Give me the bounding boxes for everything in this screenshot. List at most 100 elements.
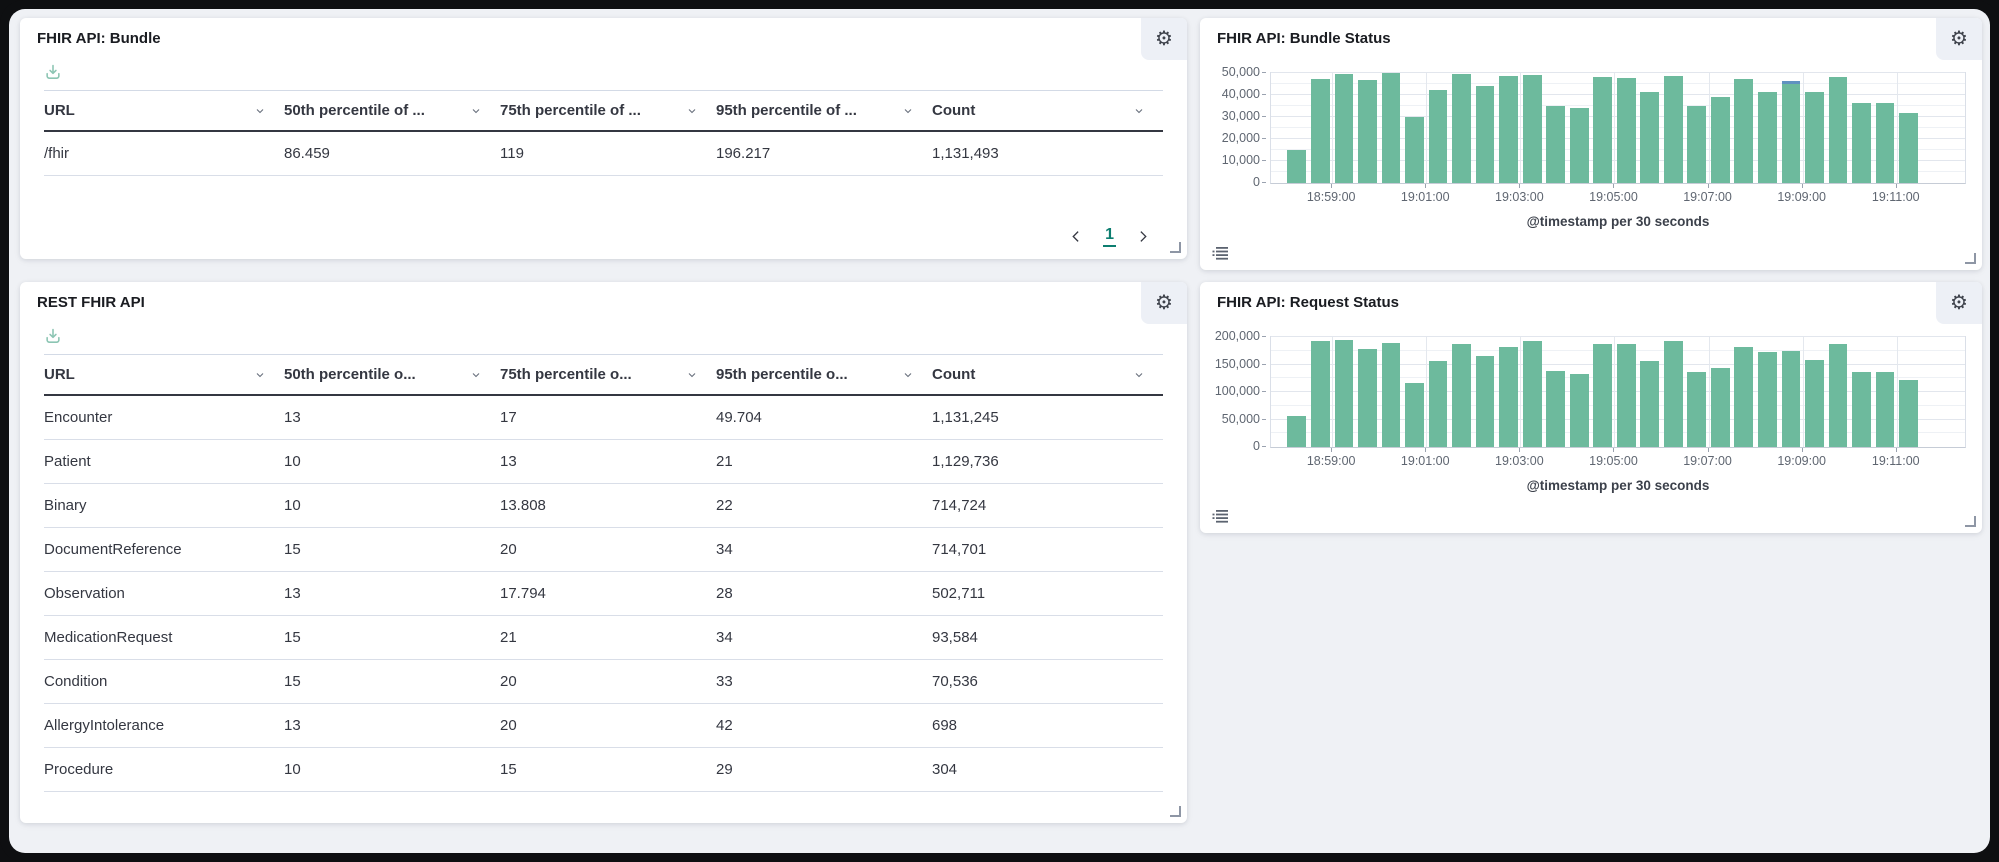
table-cell: Patient bbox=[44, 439, 284, 484]
gear-icon: ⚙ bbox=[1155, 28, 1173, 50]
bar-request-status-green[interactable] bbox=[1757, 352, 1777, 447]
bar-bundle-status-green[interactable] bbox=[1593, 77, 1613, 183]
bar-request-status-green[interactable] bbox=[1805, 359, 1824, 447]
bar-request-status-green[interactable] bbox=[1452, 344, 1471, 447]
panel-settings-button[interactable]: ⚙ bbox=[1141, 282, 1187, 324]
chart-plot-area[interactable] bbox=[1270, 336, 1966, 448]
bar-bundle-status-green[interactable] bbox=[1475, 85, 1495, 183]
bar-bundle-status-blue[interactable] bbox=[1781, 81, 1801, 85]
panel-resize-handle[interactable] bbox=[1170, 242, 1181, 253]
bar-request-status-green[interactable] bbox=[1828, 344, 1848, 447]
bar-bundle-status-green[interactable] bbox=[1734, 78, 1754, 183]
column-header-0[interactable]: URL bbox=[44, 355, 284, 396]
bar-request-status-green[interactable] bbox=[1310, 341, 1330, 447]
bar-bundle-status-green[interactable] bbox=[1546, 105, 1566, 183]
bar-request-status-green[interactable] bbox=[1287, 415, 1307, 447]
pagination-prev-button[interactable] bbox=[1070, 230, 1083, 243]
bar-request-status-green[interactable] bbox=[1640, 361, 1660, 447]
bar-bundle-status-green[interactable] bbox=[1499, 75, 1518, 183]
bar-bundle-status-green[interactable] bbox=[1405, 117, 1424, 183]
bar-request-status-green[interactable] bbox=[1781, 350, 1801, 447]
column-header-2[interactable]: 75th percentile of ... bbox=[500, 91, 716, 132]
bar-request-status-green[interactable] bbox=[1593, 344, 1613, 447]
bar-bundle-status-green[interactable] bbox=[1452, 74, 1471, 183]
table-cell: 714,701 bbox=[932, 527, 1163, 572]
table-cell: MedicationRequest bbox=[44, 615, 284, 660]
bar-request-status-green[interactable] bbox=[1405, 383, 1424, 447]
y-axis-tick-label: 0 bbox=[1253, 439, 1260, 453]
bar-bundle-status-green[interactable] bbox=[1875, 103, 1895, 183]
bar-bundle-status-green[interactable] bbox=[1828, 76, 1848, 183]
bar-request-status-green[interactable] bbox=[1358, 349, 1377, 447]
bar-request-status-green[interactable] bbox=[1852, 372, 1871, 447]
bar-bundle-status-green[interactable] bbox=[1287, 149, 1307, 183]
bar-request-status-green[interactable] bbox=[1522, 341, 1542, 447]
bar-bundle-status-green[interactable] bbox=[1381, 73, 1401, 183]
bar-request-status-green[interactable] bbox=[1334, 339, 1354, 447]
bar-bundle-status-green[interactable] bbox=[1569, 107, 1589, 183]
bar-bundle-status-green[interactable] bbox=[1616, 78, 1636, 183]
bar-request-status-green[interactable] bbox=[1687, 371, 1707, 447]
pagination-page-1[interactable]: 1 bbox=[1103, 226, 1116, 247]
bar-bundle-status-green[interactable] bbox=[1663, 76, 1683, 183]
bar-request-status-green[interactable] bbox=[1734, 347, 1754, 447]
table-row: Condition 15 20 33 70,536 bbox=[44, 659, 1163, 704]
bar-request-status-green[interactable] bbox=[1616, 344, 1636, 447]
table-cell: 20 bbox=[500, 703, 716, 748]
bar-request-status-green[interactable] bbox=[1381, 343, 1401, 447]
bar-bundle-status-green[interactable] bbox=[1334, 73, 1354, 183]
bar-bundle-status-green[interactable] bbox=[1687, 106, 1707, 183]
gridline-vertical bbox=[1708, 337, 1710, 447]
panel-title: FHIR API: Request Status bbox=[1217, 294, 1399, 311]
bar-request-status-green[interactable] bbox=[1899, 380, 1918, 447]
panel-resize-handle[interactable] bbox=[1965, 516, 1976, 527]
bar-bundle-status-green[interactable] bbox=[1757, 91, 1777, 183]
bar-request-status-green[interactable] bbox=[1428, 360, 1448, 447]
panel-settings-button[interactable]: ⚙ bbox=[1936, 282, 1982, 324]
bar-bundle-status-green[interactable] bbox=[1852, 103, 1871, 183]
column-header-4[interactable]: Count bbox=[932, 91, 1163, 132]
bar-request-status-green[interactable] bbox=[1499, 346, 1518, 447]
gridline-horizontal bbox=[1271, 72, 1965, 73]
bar-bundle-status-green[interactable] bbox=[1805, 92, 1824, 183]
table-cell: 10 bbox=[284, 439, 500, 484]
pagination-next-button[interactable] bbox=[1136, 230, 1149, 243]
bar-bundle-status-green[interactable] bbox=[1710, 97, 1730, 183]
bar-request-status-green[interactable] bbox=[1710, 367, 1730, 447]
dashboard: FHIR API: Bundle ⚙ URL 50th percentile of… bbox=[9, 9, 1990, 853]
legend-toggle-button[interactable] bbox=[1212, 246, 1229, 261]
download-csv-button[interactable] bbox=[44, 63, 62, 81]
column-header-3[interactable]: 95th percentile o... bbox=[716, 355, 932, 396]
bar-bundle-status-green[interactable] bbox=[1640, 92, 1660, 183]
bar-bundle-status-green[interactable] bbox=[1310, 78, 1330, 183]
column-header-1[interactable]: 50th percentile of ... bbox=[284, 91, 500, 132]
panel-settings-button[interactable]: ⚙ bbox=[1936, 18, 1982, 60]
panel-resize-handle[interactable] bbox=[1170, 806, 1181, 817]
bar-bundle-status-green[interactable] bbox=[1522, 74, 1542, 183]
panel-title: REST FHIR API bbox=[37, 294, 145, 311]
bar-bundle-status-green[interactable] bbox=[1358, 80, 1377, 183]
chart-plot-area[interactable] bbox=[1270, 72, 1966, 184]
column-header-3[interactable]: 95th percentile of ... bbox=[716, 91, 932, 132]
bar-request-status-green[interactable] bbox=[1546, 371, 1566, 447]
legend-toggle-button[interactable] bbox=[1212, 509, 1229, 524]
bar-bundle-status-green[interactable] bbox=[1428, 89, 1448, 183]
bar-bundle-status-green[interactable] bbox=[1899, 112, 1918, 183]
table-cell: 119 bbox=[500, 131, 716, 176]
column-header-1[interactable]: 50th percentile o... bbox=[284, 355, 500, 396]
column-header-2[interactable]: 75th percentile o... bbox=[500, 355, 716, 396]
download-csv-button[interactable] bbox=[44, 327, 62, 345]
column-header-0[interactable]: URL bbox=[44, 91, 284, 132]
column-header-4[interactable]: Count bbox=[932, 355, 1163, 396]
panel-resize-handle[interactable] bbox=[1965, 253, 1976, 264]
bar-request-status-green[interactable] bbox=[1875, 371, 1895, 447]
bar-request-status-green[interactable] bbox=[1475, 355, 1495, 447]
bar-request-status-green[interactable] bbox=[1569, 374, 1589, 447]
table-row: Patient 10 13 21 1,129,736 bbox=[44, 439, 1163, 484]
bar-bundle-status-green[interactable] bbox=[1781, 84, 1801, 183]
bar-request-status-green[interactable] bbox=[1663, 340, 1683, 447]
table-cell: 13.808 bbox=[500, 483, 716, 528]
gridline-horizontal bbox=[1271, 336, 1965, 337]
panel-settings-button[interactable]: ⚙ bbox=[1141, 18, 1187, 60]
y-axis-tick-label: 50,000 bbox=[1221, 411, 1260, 426]
